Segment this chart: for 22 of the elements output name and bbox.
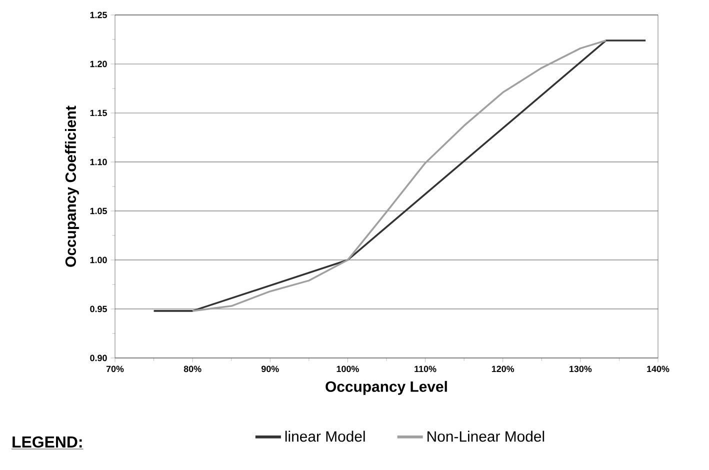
legend-label: Non-Linear Model <box>428 430 544 442</box>
y-tick-label: 1.05 <box>90 208 107 214</box>
x-tick-label: 140% <box>647 366 670 372</box>
y-tick-label: 0.95 <box>90 306 107 312</box>
line-series <box>192 40 607 312</box>
x-tick-label: 120% <box>492 366 514 372</box>
y-tick-label: 1.25 <box>90 12 107 18</box>
y-tick-label: 1.20 <box>90 60 107 68</box>
y-tick-label: 0.90 <box>90 354 107 362</box>
x-tick-label: 130% <box>570 366 592 372</box>
y-tick-label: 1.00 <box>90 256 107 264</box>
legend-title: LEGEND: <box>12 436 82 448</box>
x-tick-label: 100% <box>336 366 359 372</box>
x-tick-label: 70% <box>106 366 124 372</box>
y-tick-label: 1.15 <box>90 110 107 116</box>
x-axis-title: Occupancy Level <box>326 380 447 395</box>
legend-label: linear Model <box>285 430 365 442</box>
x-tick-label: 110% <box>414 366 436 372</box>
x-tick-label: 90% <box>261 366 279 372</box>
y-tick-label: 1.10 <box>90 158 107 166</box>
x-tick-label: 80% <box>184 366 202 372</box>
y-axis-title: Occupancy Coefficient <box>65 106 79 267</box>
